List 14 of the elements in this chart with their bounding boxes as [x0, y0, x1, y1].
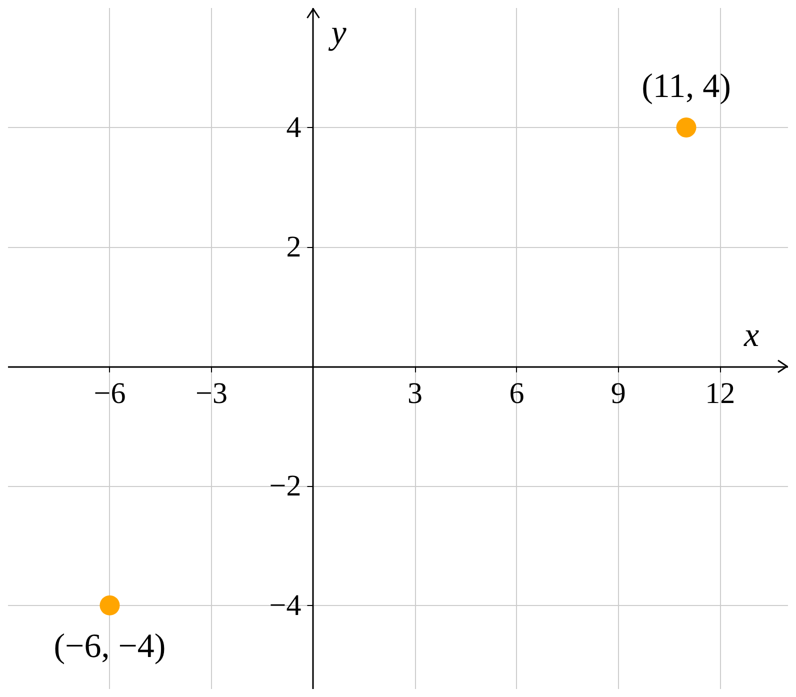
x-tick-label: −6 — [94, 376, 126, 410]
y-tick-label: −2 — [269, 469, 302, 502]
x-tick-label: 9 — [610, 376, 626, 410]
annotation: (11, 4) — [642, 68, 731, 105]
annotation: (−6, −4) — [54, 628, 166, 665]
x-tick-label: 3 — [407, 376, 422, 410]
x-axis-title: x — [743, 316, 760, 354]
y-tick-label: −4 — [269, 588, 302, 622]
y-axis-title: y — [328, 14, 348, 52]
x-tick-label: 12 — [705, 376, 736, 410]
x-tick-label: −3 — [196, 376, 228, 410]
x-tick-label: 6 — [509, 376, 524, 410]
y-tick-label: 4 — [286, 110, 302, 144]
y-tick-label: 2 — [286, 230, 302, 264]
